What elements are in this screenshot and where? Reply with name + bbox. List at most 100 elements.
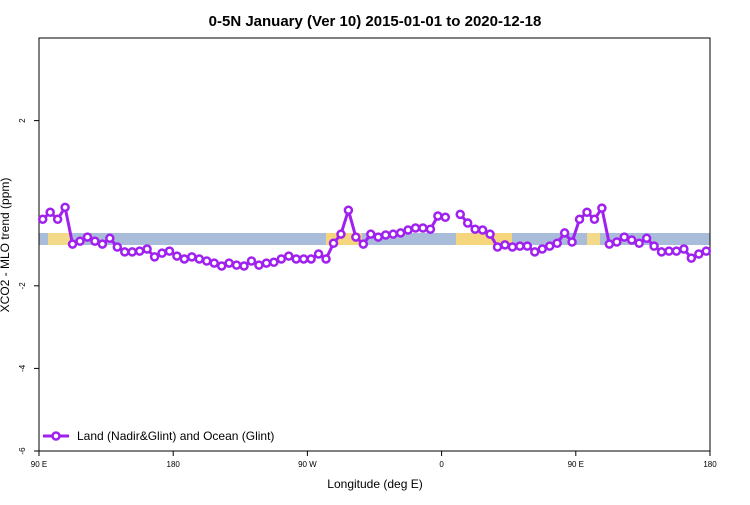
y-tick-label: -6 bbox=[18, 447, 27, 455]
data-point bbox=[552, 238, 562, 249]
data-point bbox=[149, 252, 160, 262]
data-point bbox=[75, 236, 85, 246]
data-point bbox=[179, 254, 190, 264]
data-point bbox=[515, 241, 525, 251]
data-point bbox=[202, 256, 212, 266]
data-point bbox=[90, 236, 100, 246]
data-point bbox=[239, 261, 249, 271]
chart-title: 0-5N January (Ver 10) 2015-01-01 to 2020… bbox=[209, 13, 542, 30]
data-point bbox=[671, 246, 682, 256]
data-point bbox=[358, 239, 369, 249]
data-point bbox=[97, 239, 108, 249]
data-point bbox=[679, 244, 689, 254]
data-point bbox=[209, 258, 219, 268]
y-axis-label: XCO2 - MLO trend (ppm) bbox=[0, 178, 12, 313]
data-point bbox=[559, 228, 570, 238]
y-tick-label: -4 bbox=[18, 364, 27, 372]
data-point bbox=[522, 241, 533, 251]
data-point bbox=[388, 229, 398, 239]
data-point bbox=[664, 246, 674, 256]
data-point bbox=[157, 248, 167, 258]
data-point bbox=[336, 229, 346, 239]
data-point bbox=[291, 254, 301, 264]
data-point bbox=[254, 260, 264, 270]
x-axis-label: Longitude (deg E) bbox=[327, 477, 422, 491]
data-point bbox=[67, 239, 78, 249]
plot-frame bbox=[38, 37, 711, 452]
data-point bbox=[134, 246, 145, 256]
data-point bbox=[127, 247, 137, 257]
data-point bbox=[37, 214, 48, 225]
data-point bbox=[462, 218, 473, 228]
x-tick-label: 0 bbox=[439, 460, 444, 469]
data-point bbox=[60, 202, 70, 213]
data-point bbox=[261, 258, 272, 268]
data-point bbox=[45, 207, 55, 218]
data-point bbox=[321, 254, 331, 264]
land-band bbox=[456, 233, 512, 245]
data-point bbox=[276, 254, 287, 264]
data-point bbox=[313, 249, 324, 259]
data-point bbox=[604, 239, 615, 249]
data-point bbox=[530, 247, 540, 257]
data-point bbox=[470, 224, 480, 234]
data-point bbox=[112, 242, 123, 252]
legend-label: Land (Nadir&Glint) and Ocean (Glint) bbox=[77, 429, 274, 443]
data-point bbox=[440, 212, 451, 222]
data-point bbox=[164, 246, 175, 256]
data-point bbox=[328, 238, 339, 249]
data-point bbox=[366, 229, 376, 239]
data-point bbox=[641, 233, 652, 244]
legend: Land (Nadir&Glint) and Ocean (Glint) bbox=[43, 429, 274, 443]
data-point bbox=[492, 242, 503, 252]
data-point bbox=[380, 230, 391, 240]
data-point bbox=[403, 225, 413, 235]
x-tick-label: 90 E bbox=[568, 460, 584, 469]
data-point bbox=[597, 203, 607, 213]
data-point bbox=[694, 249, 704, 259]
x-tick-label: 180 bbox=[703, 460, 717, 469]
data-point bbox=[284, 251, 294, 261]
data-point bbox=[119, 247, 130, 257]
data-point bbox=[567, 237, 577, 247]
data-point bbox=[507, 242, 518, 252]
data-point bbox=[52, 214, 63, 225]
legend-marker bbox=[51, 431, 61, 441]
data-point bbox=[500, 240, 510, 250]
data-point bbox=[246, 256, 257, 266]
x-tick-label: 90 E bbox=[31, 460, 47, 469]
data-point bbox=[612, 237, 622, 247]
data-point bbox=[634, 238, 644, 249]
data-point bbox=[306, 254, 316, 264]
data-point bbox=[455, 209, 465, 220]
data-point bbox=[410, 223, 421, 233]
data-point bbox=[544, 241, 555, 251]
data-point bbox=[194, 254, 205, 264]
data-point bbox=[433, 211, 443, 221]
data-point bbox=[425, 224, 436, 234]
data-point bbox=[485, 229, 495, 239]
y-tick-label: -2 bbox=[18, 282, 27, 290]
x-tick-label: 180 bbox=[167, 460, 181, 469]
data-point bbox=[216, 261, 227, 271]
data-point bbox=[142, 244, 152, 254]
data-point bbox=[574, 214, 585, 225]
data-point bbox=[649, 241, 659, 251]
y-tick-label: 2 bbox=[18, 118, 27, 123]
data-point bbox=[105, 233, 115, 244]
data-point bbox=[351, 232, 361, 242]
land-band bbox=[48, 233, 70, 245]
data-point bbox=[231, 260, 242, 270]
data-point bbox=[298, 254, 309, 264]
data-point bbox=[619, 232, 630, 242]
data-point bbox=[656, 247, 667, 257]
data-point bbox=[395, 228, 406, 238]
data-point bbox=[343, 205, 354, 215]
data-point bbox=[537, 244, 547, 254]
data-point bbox=[172, 251, 182, 261]
land-band bbox=[587, 233, 600, 245]
data-point bbox=[224, 258, 234, 268]
data-point bbox=[701, 246, 712, 256]
